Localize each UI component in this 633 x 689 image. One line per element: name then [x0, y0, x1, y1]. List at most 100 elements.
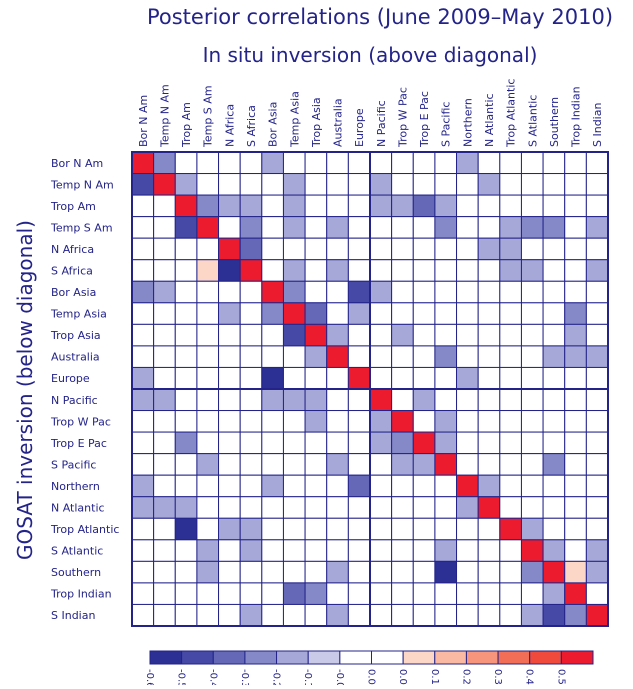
column-label: N Pacific	[375, 100, 388, 147]
cell	[456, 194, 479, 218]
cell	[282, 216, 306, 239]
cell	[564, 539, 587, 562]
cell	[520, 323, 544, 347]
cell	[347, 474, 371, 498]
cell	[369, 366, 393, 390]
cell	[520, 539, 544, 562]
cell	[218, 603, 241, 627]
cell	[196, 280, 220, 304]
column-label: S Pacific	[440, 102, 453, 147]
cell	[369, 474, 393, 498]
cell	[412, 517, 436, 541]
cell	[412, 603, 436, 627]
cell	[520, 151, 544, 175]
cell	[499, 496, 522, 519]
cell	[218, 216, 241, 239]
cell	[585, 280, 609, 304]
cell	[499, 539, 522, 562]
column-label: Trop Atlantic	[505, 79, 518, 148]
cell	[239, 151, 263, 175]
cell	[174, 388, 198, 412]
cell	[585, 431, 609, 455]
cell	[542, 259, 566, 282]
cell	[499, 453, 522, 476]
cell	[477, 323, 501, 347]
cell	[456, 560, 479, 584]
cell	[456, 388, 479, 412]
cell	[542, 539, 566, 562]
cell	[239, 237, 263, 261]
cell	[434, 453, 458, 476]
cell	[196, 216, 220, 239]
cell	[131, 517, 155, 541]
cell	[456, 237, 479, 261]
colorbar-bin	[181, 650, 214, 665]
cell	[434, 582, 458, 605]
cell	[218, 194, 241, 218]
cell	[499, 280, 522, 304]
cell	[585, 345, 609, 368]
cell	[196, 496, 220, 519]
row-label: Trop Asia	[50, 329, 101, 342]
colorbar-tick-label: -0.05	[334, 669, 345, 685]
cell	[369, 453, 393, 476]
cell	[520, 302, 544, 325]
cell	[434, 302, 458, 325]
cell	[499, 345, 522, 368]
cell	[131, 453, 155, 476]
cell	[347, 517, 371, 541]
cell	[326, 388, 349, 412]
cell	[282, 366, 306, 390]
column-label: Australia	[332, 98, 345, 147]
cell	[131, 603, 155, 627]
colorbar-tick-label: 0.10	[429, 669, 440, 685]
cell	[585, 582, 609, 605]
cell	[196, 474, 220, 498]
cell	[520, 216, 544, 239]
cell	[218, 345, 241, 368]
cell	[304, 302, 328, 325]
cell	[239, 194, 263, 218]
cell	[282, 603, 306, 627]
cell	[412, 345, 436, 368]
cell	[261, 259, 284, 282]
cell	[218, 366, 241, 390]
cell	[585, 151, 609, 175]
cell	[412, 453, 436, 476]
cell	[499, 474, 522, 498]
column-label: Northern	[461, 98, 474, 147]
cell	[564, 388, 587, 412]
cell	[391, 496, 414, 519]
cell	[477, 560, 501, 584]
row-label: N Pacific	[51, 394, 98, 407]
cell	[131, 302, 155, 325]
cell	[564, 366, 587, 390]
cell	[196, 431, 220, 455]
cell	[326, 216, 349, 239]
cell	[391, 194, 414, 218]
cell	[304, 539, 328, 562]
colorbar-tick-label: 0.00	[366, 669, 377, 685]
cell	[174, 151, 198, 175]
cell	[347, 603, 371, 627]
row-label: Southern	[51, 566, 101, 579]
cell	[477, 453, 501, 476]
cell	[564, 173, 587, 196]
cell	[391, 431, 414, 455]
cell	[261, 560, 284, 584]
cell	[564, 496, 587, 519]
cell	[369, 173, 393, 196]
cell	[304, 431, 328, 455]
cell	[304, 388, 328, 412]
cell	[542, 366, 566, 390]
cell	[412, 194, 436, 218]
cell	[347, 453, 371, 476]
cell	[542, 582, 566, 605]
cell	[542, 410, 566, 433]
cell	[456, 539, 479, 562]
chart-title: Posterior correlations (June 2009–May 20…	[147, 5, 613, 29]
cell	[412, 259, 436, 282]
colorbar-tick-label: 0.40	[524, 669, 535, 685]
row-label: S Atlantic	[51, 545, 103, 558]
cell	[218, 302, 241, 325]
